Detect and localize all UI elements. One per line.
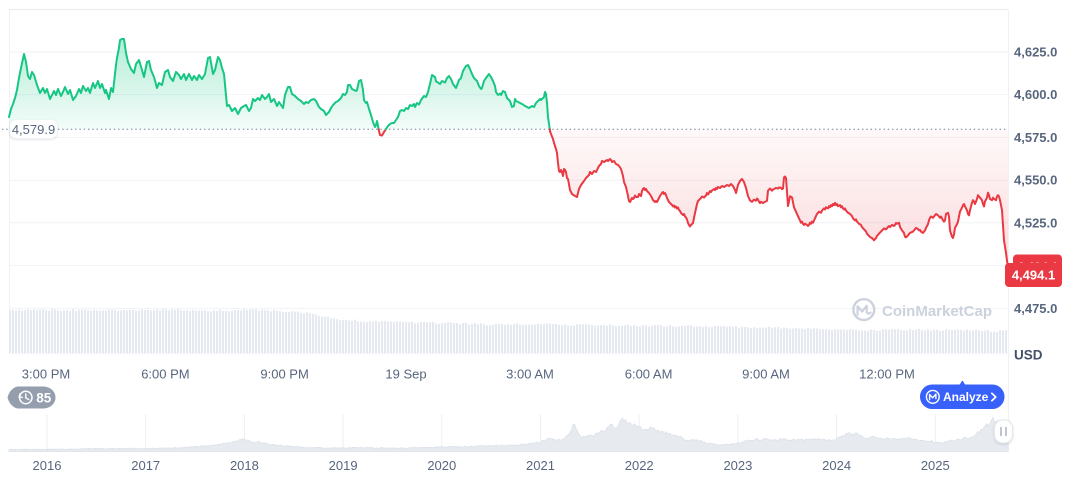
- svg-text:USD: USD: [1014, 348, 1043, 363]
- svg-text:CoinMarketCap: CoinMarketCap: [882, 303, 992, 320]
- svg-text:6:00 AM: 6:00 AM: [625, 367, 673, 382]
- svg-text:2017: 2017: [131, 458, 160, 473]
- svg-text:4,625.0: 4,625.0: [1014, 45, 1057, 60]
- svg-text:2025: 2025: [921, 458, 950, 473]
- svg-text:2016: 2016: [33, 458, 62, 473]
- svg-text:2018: 2018: [230, 458, 259, 473]
- svg-text:2020: 2020: [427, 458, 456, 473]
- svg-text:3:00 PM: 3:00 PM: [22, 367, 70, 382]
- svg-text:Analyze: Analyze: [943, 390, 989, 404]
- svg-text:2019: 2019: [329, 458, 358, 473]
- svg-text:4,494.1: 4,494.1: [1012, 268, 1055, 283]
- svg-text:2021: 2021: [526, 458, 555, 473]
- svg-text:19 Sep: 19 Sep: [385, 367, 426, 382]
- svg-text:4,575.0: 4,575.0: [1014, 130, 1057, 145]
- svg-text:4,550.0: 4,550.0: [1014, 173, 1057, 188]
- svg-text:12:00 PM: 12:00 PM: [859, 367, 915, 382]
- svg-text:4,475.0: 4,475.0: [1014, 301, 1057, 316]
- svg-text:4,600.0: 4,600.0: [1014, 87, 1057, 102]
- svg-text:2024: 2024: [822, 458, 851, 473]
- svg-text:2023: 2023: [723, 458, 752, 473]
- svg-text:4,579.9: 4,579.9: [12, 122, 55, 137]
- svg-text:3:00 AM: 3:00 AM: [506, 367, 554, 382]
- svg-text:6:00 PM: 6:00 PM: [141, 367, 189, 382]
- svg-text:9:00 PM: 9:00 PM: [260, 367, 308, 382]
- svg-text:9:00 AM: 9:00 AM: [742, 367, 790, 382]
- svg-text:2022: 2022: [625, 458, 654, 473]
- svg-text:4,525.0: 4,525.0: [1014, 215, 1057, 230]
- svg-text:85: 85: [36, 390, 52, 405]
